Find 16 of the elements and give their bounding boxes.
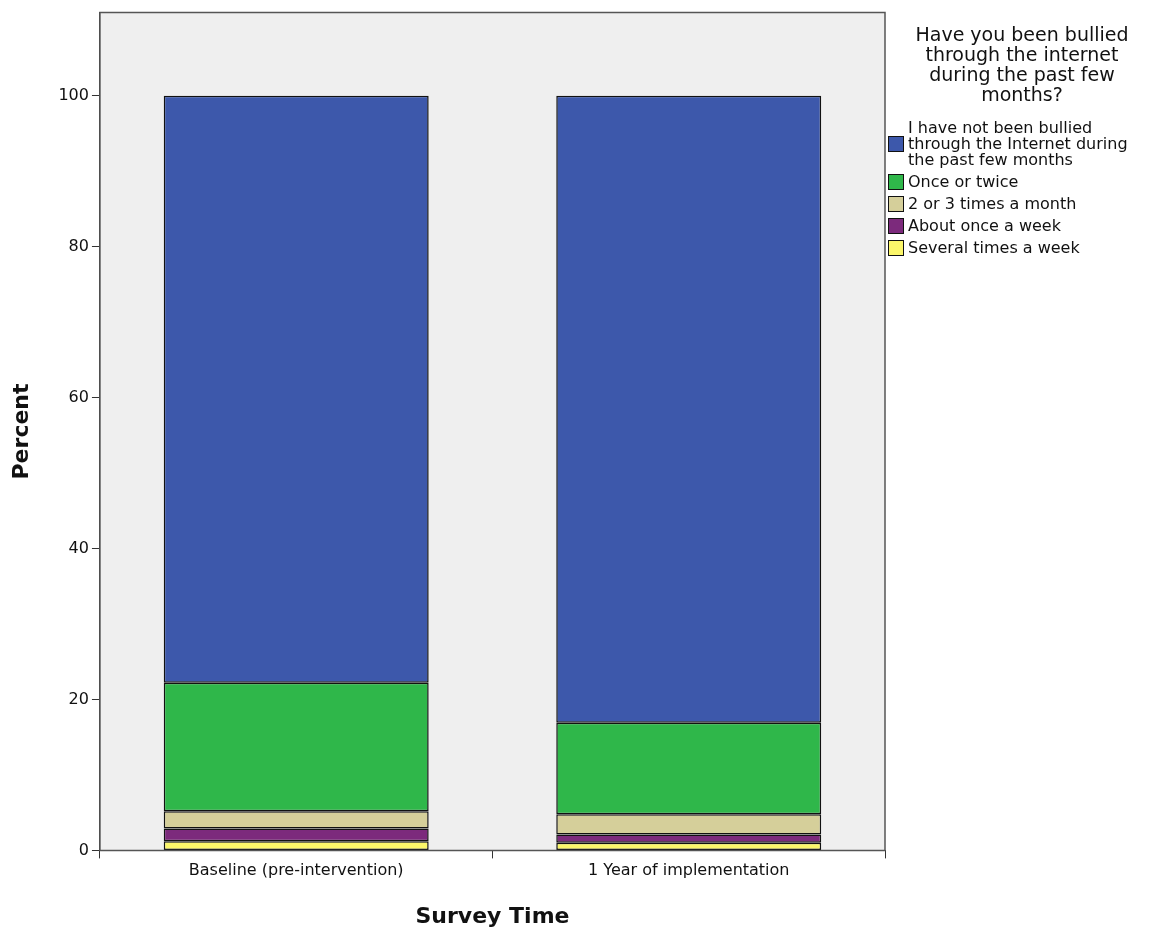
x-axis-title: Survey Time (415, 902, 570, 928)
y-tick-label: 20 (68, 688, 89, 708)
y-tick-label: 40 (68, 537, 89, 557)
text: I have not been bullied through the Internet during the past few months (908, 118, 1129, 169)
x-tick-label: 1 Year of implementation (587, 860, 790, 880)
y-tick-label: 60 (68, 386, 89, 406)
legend-title: Have you been bullied through the internet during the past few months? (914, 23, 1130, 105)
y-tick-label: 80 (68, 235, 89, 255)
y-tick-label: 0 (78, 839, 89, 859)
legend-label: Several times a week (908, 238, 1080, 257)
y-axis-title: Percent (7, 383, 33, 480)
legend-label: Once or twice (908, 172, 1019, 191)
y-tick-label: 100 (58, 84, 89, 104)
legend-label: 2 or 3 times a month (908, 194, 1077, 213)
legend-label: About once a week (908, 216, 1061, 235)
x-tick-label: Baseline (pre-intervention) (188, 860, 404, 880)
